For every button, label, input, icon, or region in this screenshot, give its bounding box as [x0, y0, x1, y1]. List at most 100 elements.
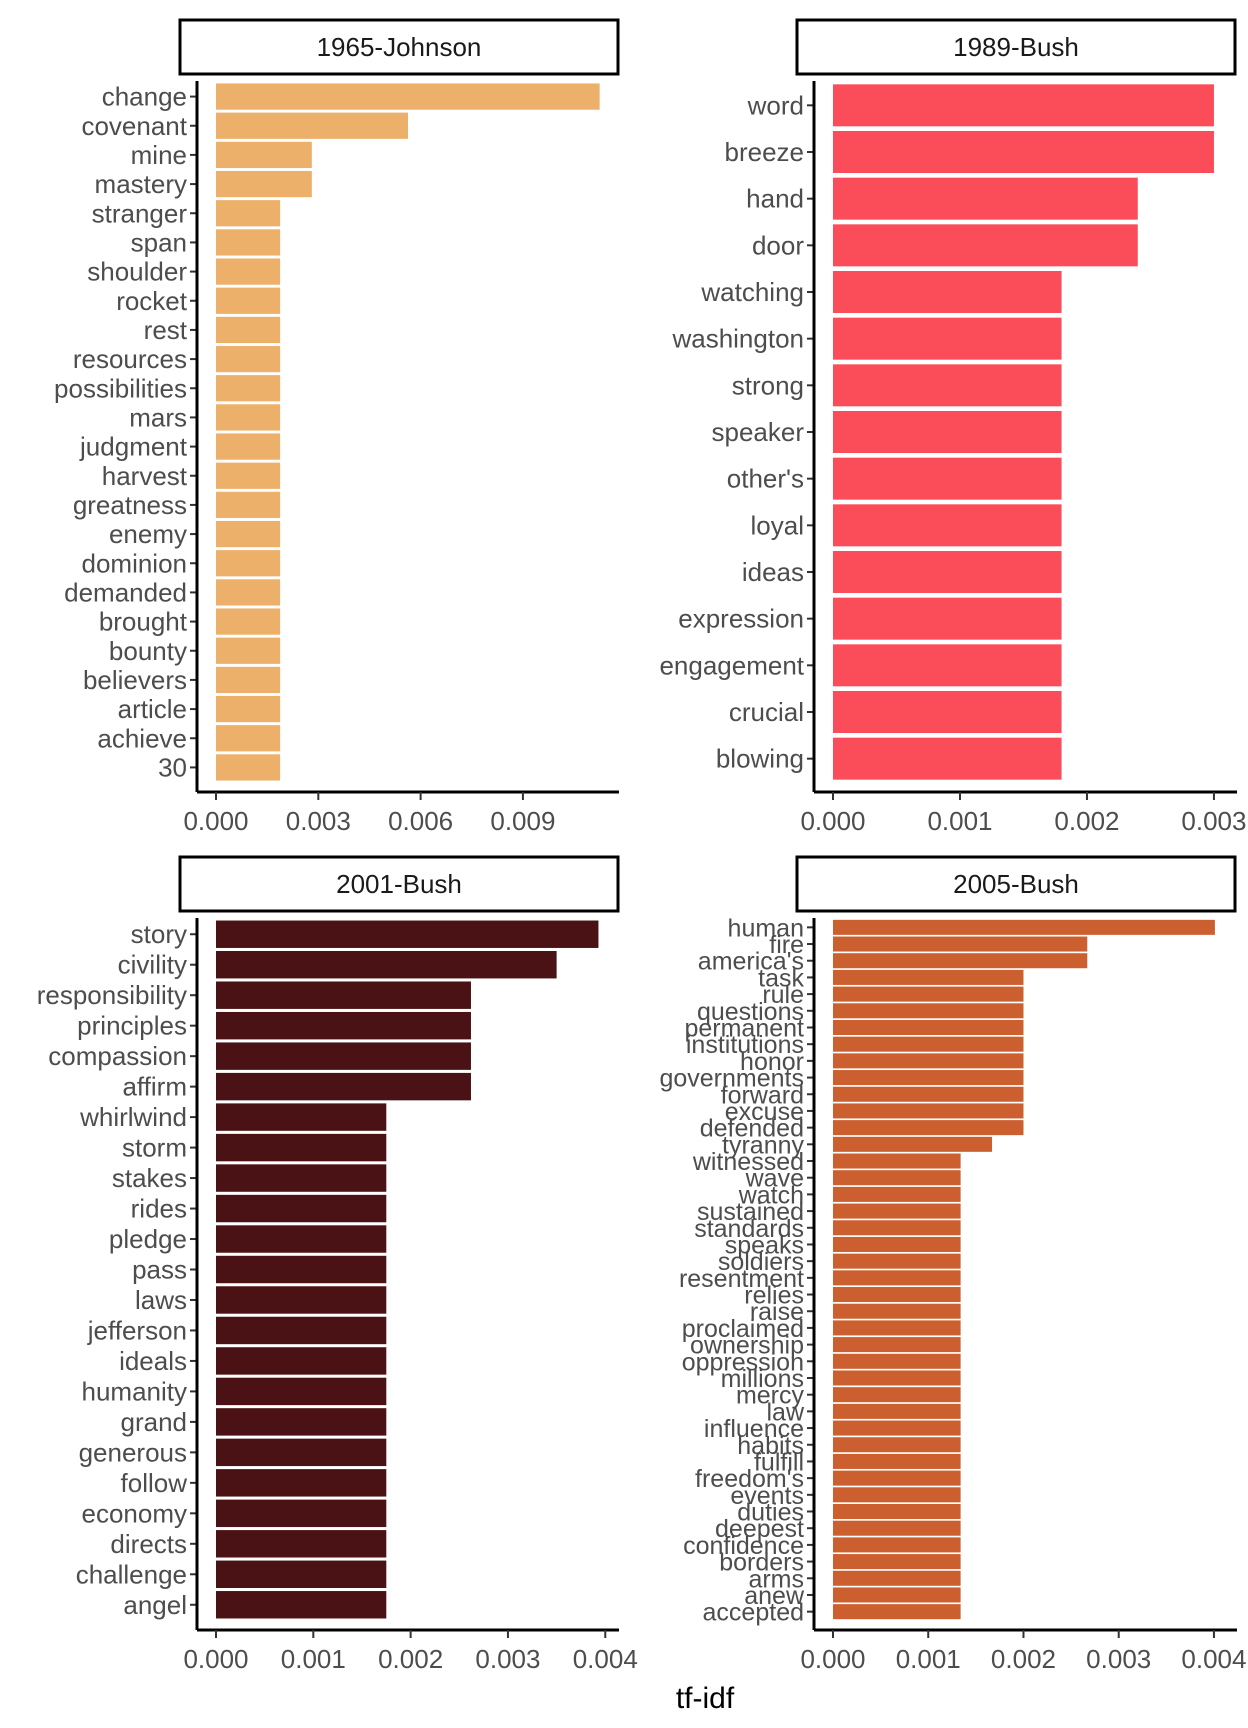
bar	[216, 287, 281, 314]
bar	[833, 1570, 961, 1586]
bar	[833, 224, 1138, 267]
y-tick-label: affirm	[122, 1072, 187, 1102]
y-tick-label: story	[131, 919, 187, 949]
x-tick-label: 0.001	[281, 1644, 346, 1674]
y-tick-label: deepest	[715, 1515, 804, 1543]
y-tick-label: ownership	[690, 1332, 804, 1360]
bar	[216, 258, 281, 285]
bar	[833, 1504, 961, 1520]
y-tick-label: mars	[129, 402, 187, 432]
bar	[833, 1403, 961, 1419]
x-tick-label: 0.000	[183, 1644, 248, 1674]
x-tick-label: 0.000	[800, 806, 865, 836]
y-tick-label: judgment	[79, 432, 188, 462]
bar	[833, 1120, 1024, 1136]
y-tick-label: standards	[694, 1215, 804, 1243]
y-tick-label: span	[131, 227, 187, 257]
y-tick-label: 30	[158, 752, 187, 782]
y-tick-label: fulfill	[754, 1448, 804, 1476]
bar	[833, 457, 1062, 500]
bar	[216, 1194, 387, 1223]
y-tick-label: resources	[73, 344, 187, 374]
x-tick-label: 0.000	[183, 806, 248, 836]
y-tick-label: soldiers	[718, 1248, 804, 1276]
x-tick-label: 0.000	[800, 1644, 865, 1674]
bar	[216, 404, 281, 431]
y-tick-label: greatness	[73, 490, 187, 520]
y-tick-label: word	[747, 90, 804, 120]
bar	[216, 725, 281, 752]
bar	[833, 1303, 961, 1319]
y-tick-label: speaks	[725, 1231, 804, 1259]
bar	[833, 1186, 961, 1202]
y-tick-label: blowing	[716, 744, 804, 774]
bar	[833, 271, 1062, 313]
y-tick-label: raise	[750, 1298, 804, 1326]
panel-1989-Bush: 1989-Bush word breeze hand door watching washi…	[659, 18, 1246, 836]
bar	[833, 1036, 1024, 1052]
bar	[216, 951, 557, 979]
y-tick-label: shoulder	[87, 257, 187, 287]
facet-strip	[178, 18, 620, 76]
bar	[833, 969, 1024, 985]
bar	[833, 131, 1214, 173]
bar	[216, 981, 471, 1009]
y-tick-label: responsibility	[37, 980, 187, 1010]
bar	[216, 608, 281, 635]
y-tick-label: confidence	[683, 1532, 804, 1560]
bar	[216, 1560, 387, 1588]
y-tick-label: habits	[737, 1432, 804, 1460]
bar	[216, 1499, 387, 1528]
y-tick-label: article	[118, 694, 187, 724]
bar	[216, 1438, 387, 1467]
facet-strip	[795, 855, 1237, 913]
x-tick-label: 0.001	[927, 806, 992, 836]
bar	[833, 317, 1062, 360]
y-tick-label: mercy	[736, 1382, 805, 1410]
y-tick-label: institutions	[686, 1031, 804, 1059]
y-tick-label: rides	[131, 1194, 187, 1224]
facet-title: 1989-Bush	[953, 32, 1079, 62]
y-tick-label: whirlwind	[79, 1102, 187, 1132]
bar	[833, 1253, 961, 1269]
y-tick-label: storm	[122, 1133, 187, 1163]
y-tick-label: law	[766, 1398, 804, 1426]
bar	[833, 1070, 1024, 1086]
bar	[216, 1408, 387, 1436]
y-tick-label: hand	[746, 184, 804, 214]
bar	[216, 1530, 387, 1558]
y-tick-label: bounty	[109, 636, 187, 666]
y-tick-label: duties	[737, 1499, 804, 1527]
y-tick-label: resentment	[679, 1265, 804, 1293]
panels: 1965-Johnsonchangecovenantminemasterystr…	[37, 18, 1246, 1674]
bar	[833, 1270, 961, 1286]
bar	[216, 1255, 387, 1284]
bar	[833, 1420, 961, 1436]
y-tick-label: other's	[727, 464, 804, 494]
y-tick-label: borders	[719, 1549, 804, 1577]
panel-2001-Bush: 2001-Bush storycivilityresponsibilityprin…	[37, 855, 638, 1674]
y-tick-label: proclaimed	[682, 1315, 804, 1343]
y-tick-label: honor	[740, 1048, 804, 1076]
bar	[833, 737, 1062, 780]
bar	[216, 695, 281, 723]
bar	[833, 1437, 961, 1453]
bar	[833, 1203, 961, 1219]
bar	[833, 1053, 1024, 1069]
bar	[216, 1286, 387, 1314]
y-tick-label: mastery	[95, 169, 187, 199]
bar	[833, 1554, 961, 1570]
bar	[833, 1353, 961, 1369]
y-tick-label: accepted	[703, 1599, 804, 1627]
bar	[216, 200, 281, 227]
x-tick-label: 0.004	[1181, 1644, 1246, 1674]
bar	[216, 550, 281, 577]
bar	[833, 1019, 1024, 1035]
facet-strip	[178, 855, 620, 913]
panel-2005-Bush: 2005-Bush humanfireamerica'staskrulequest…	[659, 855, 1246, 1674]
y-tick-label: speaker	[712, 417, 805, 447]
bar	[216, 316, 281, 344]
bar	[833, 1370, 961, 1386]
y-tick-label: brought	[99, 607, 188, 637]
y-tick-label: oppression	[682, 1348, 804, 1376]
